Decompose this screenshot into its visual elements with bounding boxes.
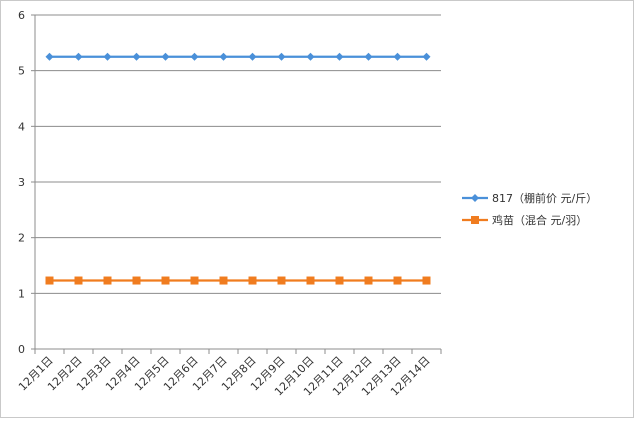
data-point: [74, 52, 83, 61]
data-point: [219, 52, 228, 61]
y-tick-label: 3: [18, 176, 25, 189]
y-tick-label: 2: [18, 232, 25, 245]
series-1: [45, 52, 431, 61]
legend-label: 鸡苗（混合 元/羽）: [492, 213, 587, 227]
data-point: [277, 52, 286, 61]
data-point: [277, 276, 286, 285]
y-tick-label: 6: [18, 9, 25, 22]
y-tick-label: 1: [18, 287, 25, 300]
y-tick-label: 5: [18, 65, 25, 78]
data-point: [103, 276, 112, 285]
data-point: [190, 52, 199, 61]
data-point: [335, 52, 344, 61]
data-point: [335, 276, 344, 285]
data-point: [422, 52, 431, 61]
data-point: [364, 52, 373, 61]
data-point: [306, 276, 315, 285]
legend-item: 鸡苗（混合 元/羽）: [462, 213, 587, 227]
data-point: [161, 276, 170, 285]
data-point: [45, 52, 54, 61]
legend-marker: [471, 216, 479, 224]
data-point: [393, 276, 402, 285]
data-point: [393, 52, 402, 61]
data-point: [306, 52, 315, 61]
y-axis: 0 1 2 3 4 5 6: [18, 9, 36, 356]
y-tick-label: 4: [18, 120, 25, 133]
data-point: [219, 276, 228, 285]
data-point: [74, 276, 83, 285]
data-point: [248, 276, 257, 285]
data-point: [248, 52, 257, 61]
data-point: [132, 276, 141, 285]
series-2: [45, 276, 431, 285]
data-point: [422, 276, 431, 285]
y-tick-label: 0: [18, 343, 25, 356]
legend: 817（棚前价 元/斤） 鸡苗（混合 元/羽）: [462, 191, 597, 227]
data-point: [364, 276, 373, 285]
data-point: [132, 52, 141, 61]
series-group: [45, 52, 431, 285]
legend-item: 817（棚前价 元/斤）: [462, 191, 597, 205]
legend-label: 817（棚前价 元/斤）: [492, 191, 597, 205]
data-point: [190, 276, 199, 285]
x-axis: 12月1日12月2日12月3日12月4日12月5日12月6日12月7日12月8日…: [16, 348, 442, 398]
gridlines: [35, 14, 441, 294]
data-point: [103, 52, 112, 61]
data-point: [161, 52, 170, 61]
data-point: [45, 276, 54, 285]
legend-marker: [471, 194, 479, 202]
